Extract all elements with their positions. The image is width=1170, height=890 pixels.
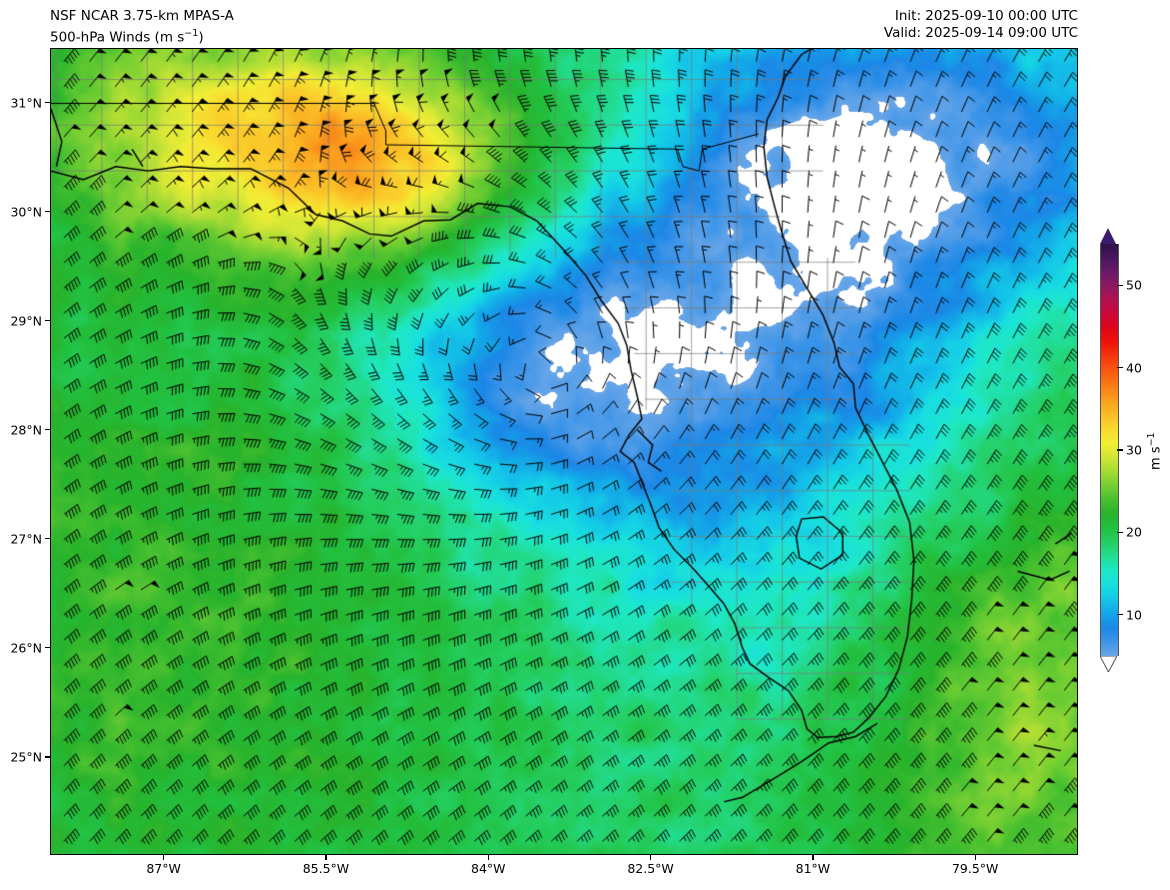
latitude-tick-label: 27°N — [10, 531, 42, 547]
colorbar-tick-label: 10 — [1126, 607, 1142, 623]
colorbar-tick-label: 20 — [1126, 524, 1142, 540]
longitude-tickmark — [163, 855, 165, 860]
model-name-label: NSF NCAR 3.75-km MPAS-A — [50, 8, 234, 24]
field-units-close: ) — [198, 29, 204, 46]
colorbar-tickmark — [1117, 366, 1123, 369]
wind-field-map — [51, 49, 1077, 854]
colorbar-units-exponent: −1 — [1146, 432, 1157, 447]
longitude-tick-label: 82.5°W — [627, 861, 674, 876]
colorbar-tick-label: 40 — [1126, 360, 1142, 376]
longitude-tick-label: 87°W — [146, 861, 181, 876]
colorbar-over-arrow — [1100, 228, 1116, 244]
latitude-tickmark — [45, 429, 50, 431]
latitude-axis: 31°N 30°N 29°N 28°N 27°N 26°N 25°N — [0, 0, 46, 890]
colorbar — [1100, 228, 1119, 672]
latitude-tickmark — [45, 756, 50, 758]
latitude-tick-label: 30°N — [10, 204, 42, 220]
latitude-tickmark — [45, 538, 50, 540]
latitude-tick-label: 25°N — [10, 749, 42, 765]
map-plot-frame — [50, 48, 1078, 855]
longitude-tickmark — [487, 855, 489, 860]
latitude-tickmark — [45, 320, 50, 322]
latitude-tick-label: 31°N — [10, 95, 42, 111]
field-name-label: 500-hPa Winds (m s−1) — [50, 25, 234, 47]
forecast-stamp-block: Init: 2025-09-10 00:00 UTC Valid: 2025-0… — [884, 8, 1078, 42]
field-name-text: 500-hPa Winds (m s — [50, 29, 185, 46]
colorbar-under-arrow-outline — [1099, 655, 1118, 674]
longitude-tick-label: 85.5°W — [302, 861, 350, 876]
longitude-tick-label: 84°W — [470, 861, 506, 876]
colorbar-tickmark — [1117, 284, 1123, 286]
colorbar-units-label: m s−1 — [1146, 432, 1163, 470]
latitude-tick-label: 29°N — [10, 313, 42, 329]
longitude-tickmark — [812, 855, 814, 860]
longitude-tickmark — [974, 855, 976, 860]
init-time-label: Init: 2025-09-10 00:00 UTC — [894, 8, 1078, 24]
latitude-tickmark — [45, 210, 50, 213]
longitude-tick-label: 81°W — [795, 861, 831, 876]
latitude-tick-label: 26°N — [10, 640, 42, 656]
colorbar-tickmark — [1117, 614, 1123, 616]
chart-title-block: NSF NCAR 3.75-km MPAS-A 500-hPa Winds (m… — [50, 8, 234, 47]
latitude-tickmark — [45, 647, 50, 649]
colorbar-tick-label: 30 — [1126, 442, 1142, 458]
latitude-tickmark — [45, 101, 50, 104]
longitude-tickmark — [325, 855, 327, 860]
latitude-tick-label: 28°N — [10, 422, 42, 438]
colorbar-tickmark — [1117, 531, 1123, 534]
colorbar-units-text: m s — [1148, 446, 1164, 470]
field-units-exponent: −1 — [184, 28, 199, 39]
valid-time-label: Valid: 2025-09-14 09:00 UTC — [883, 25, 1078, 41]
colorbar-tickmark — [1117, 449, 1123, 451]
longitude-tick-label: 79.5°W — [951, 861, 999, 876]
colorbar-tick-label: 50 — [1126, 277, 1142, 293]
longitude-tickmark — [649, 855, 652, 860]
